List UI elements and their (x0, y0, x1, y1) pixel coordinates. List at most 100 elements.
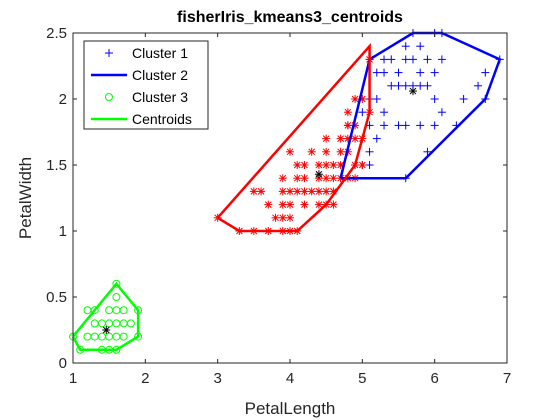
cluster-1-point (372, 95, 381, 103)
legend-label: Cluster 3 (132, 89, 188, 105)
legend-label: Cluster 1 (132, 45, 188, 61)
cluster-2-point (278, 187, 287, 196)
cluster-2-point (300, 174, 309, 183)
x-tick-label: 2 (141, 370, 149, 387)
cluster-2-point (322, 147, 331, 156)
cluster-1-point (394, 121, 403, 130)
cluster-2-point (336, 134, 345, 143)
y-tick-label: 1 (59, 223, 67, 240)
cluster-2-point (286, 187, 294, 196)
cluster-1-point (365, 147, 374, 156)
cluster-1-point (401, 81, 410, 90)
x-tick-label: 7 (503, 370, 511, 387)
cluster-2-point (343, 121, 352, 130)
plot-area (69, 29, 504, 354)
cluster-1-point (372, 134, 381, 143)
cluster-1-point (437, 55, 446, 64)
cluster-2-point (314, 161, 323, 169)
cluster-1-point (394, 68, 403, 77)
y-tick-label: 0 (59, 355, 67, 372)
cluster-2-point (336, 147, 345, 156)
cluster-3-point (112, 279, 121, 288)
cluster-2-point (286, 200, 294, 209)
x-axis-label: PetalLength (245, 399, 336, 418)
cluster-2-point (329, 161, 338, 169)
cluster-1-point (358, 108, 367, 117)
y-axis-ticks: 0 0.5 1 1.5 2 2.5 (46, 25, 507, 372)
cluster-1-point (437, 108, 446, 117)
cluster-1-point (416, 42, 425, 51)
cluster-1-point (401, 121, 410, 130)
legend-box (83, 40, 209, 130)
cluster-1-point (416, 121, 425, 130)
cluster-1-point (423, 55, 432, 64)
legend-entry: Cluster 3 (105, 89, 188, 105)
y-tick-label: 2 (59, 91, 67, 108)
cluster-2-point (264, 200, 273, 209)
cluster-2-point (249, 187, 258, 196)
cluster-2-point (293, 161, 302, 169)
cluster-1-point (423, 81, 432, 90)
cluster-2-point (314, 200, 323, 209)
cluster-1-point (401, 55, 410, 64)
cluster-2-point (300, 200, 309, 209)
cluster-2-point (322, 161, 331, 169)
cluster-3-point (119, 332, 128, 341)
cluster-1-point (372, 68, 381, 77)
legend-entry: Cluster 1 (105, 45, 188, 61)
y-axis-label: PetalWidth (16, 157, 35, 239)
x-tick-label: 5 (358, 370, 366, 387)
cluster-1-point (365, 161, 374, 169)
cluster-2-point (257, 187, 266, 196)
chart-title: fisherIris_kmeans3_centroids (177, 9, 403, 26)
cluster-1-point (394, 81, 403, 90)
legend: Cluster 1 Cluster 2 Cluster 3 Centroids (83, 40, 209, 130)
legend-marker-swatch (105, 49, 113, 57)
y-tick-label: 1.5 (46, 157, 67, 174)
cluster-2-point (293, 174, 302, 183)
cluster-1-point (423, 147, 432, 156)
x-axis-ticks: 1 2 3 4 5 6 7 (69, 33, 511, 387)
cluster-2-point (286, 213, 294, 222)
y-tick-label: 2.5 (46, 25, 67, 42)
cluster-3-point (83, 306, 92, 315)
cluster-2-point (300, 187, 309, 196)
cluster-1-point (430, 121, 439, 130)
cluster-1-point (380, 68, 389, 77)
cluster-1-point (474, 81, 483, 90)
cluster-3-hull (71, 281, 140, 352)
cluster-3-point (119, 306, 128, 315)
x-tick-label: 6 (430, 370, 438, 387)
cluster-1-point (380, 121, 389, 130)
centroid-marker (102, 326, 111, 334)
cluster-2-point (322, 134, 331, 143)
cluster-2-point (329, 200, 338, 209)
y-tick-label: 0.5 (46, 289, 67, 306)
cluster-1-point (416, 68, 425, 77)
cluster-2-point (329, 174, 338, 183)
cluster-1-point (408, 55, 417, 64)
cluster-1-hull (339, 31, 502, 180)
centroid-marker (408, 87, 417, 96)
cluster-1-point (401, 42, 410, 51)
legend-label: Centroids (132, 111, 192, 127)
cluster-2-point (278, 213, 287, 222)
x-tick-label: 3 (213, 370, 221, 387)
cluster-1-point (430, 95, 439, 103)
legend-entry: Cluster 2 (91, 67, 188, 83)
cluster-1-point (430, 68, 439, 77)
x-tick-label: 4 (286, 370, 294, 387)
legend-label: Cluster 2 (132, 67, 188, 83)
legend-marker-swatch (105, 93, 113, 101)
cluster-1-point (380, 108, 389, 117)
cluster-2-point (278, 200, 287, 209)
cluster-1-point (481, 68, 490, 77)
cluster-3-point (126, 319, 135, 328)
cluster-1-point (387, 81, 396, 90)
x-tick-label: 1 (69, 370, 77, 387)
cluster-2-point (300, 161, 309, 169)
cluster-1-point (416, 81, 425, 90)
cluster-1-point (459, 95, 468, 103)
cluster-2-point (286, 147, 294, 156)
cluster-2-point (322, 174, 331, 183)
